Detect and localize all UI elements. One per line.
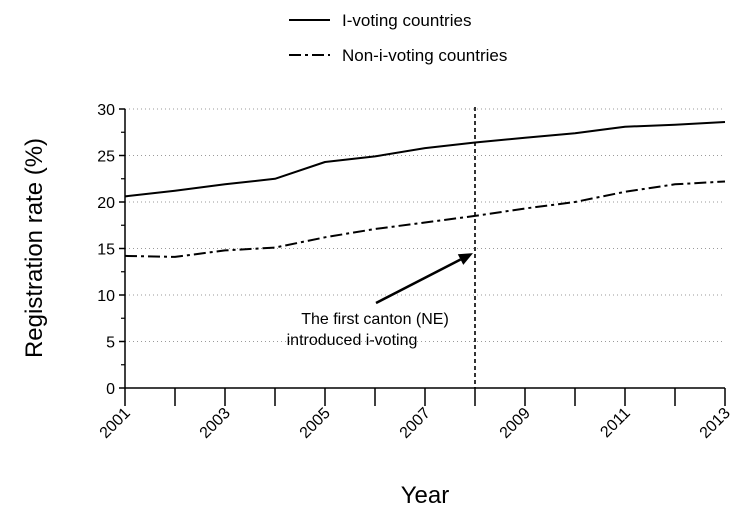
x-tick-label: 2013 [697,405,733,442]
gridlines [125,108,725,342]
annotation-line-1: The first canton (NE) [301,311,449,328]
y-tick-label: 5 [106,335,115,352]
annotation-arrow [375,258,462,305]
y-tick-label: 15 [97,242,115,259]
y-tick-label: 30 [97,102,115,119]
y-tick-label: 25 [97,149,115,166]
legend: I-voting countries Non-i-voting countrie… [289,11,507,65]
annotation-arrow-head [457,253,473,265]
x-tick-label: 2001 [97,405,134,442]
series-line-1 [124,180,726,258]
legend-label-non-ivoting: Non-i-voting countries [342,46,507,65]
y-tick-label: 10 [97,288,115,305]
annotation-line-2: introduced i-voting [287,332,418,349]
x-tick-label: 2009 [497,405,534,442]
x-tick-label: 2007 [397,405,434,442]
y-tick-label: 20 [97,195,115,212]
series-line-0 [124,121,726,198]
x-tick-label: 2003 [197,405,234,442]
series-lines [124,121,726,258]
y-axis-title: Registration rate (%) [21,138,48,358]
y-tick-label: 0 [106,381,115,398]
x-tick-label: 2011 [597,405,633,441]
y-axis-ticks: 0 5 10 15 20 25 30 [97,102,125,398]
x-axis-ticks: 2001 2003 2005 2007 2009 2011 2013 [97,388,733,442]
legend-label-ivoting: I-voting countries [342,11,471,30]
x-axis-title: Year [401,482,450,509]
x-tick-label: 2005 [297,405,334,442]
annotation: The first canton (NE) introduced i-votin… [287,253,473,349]
